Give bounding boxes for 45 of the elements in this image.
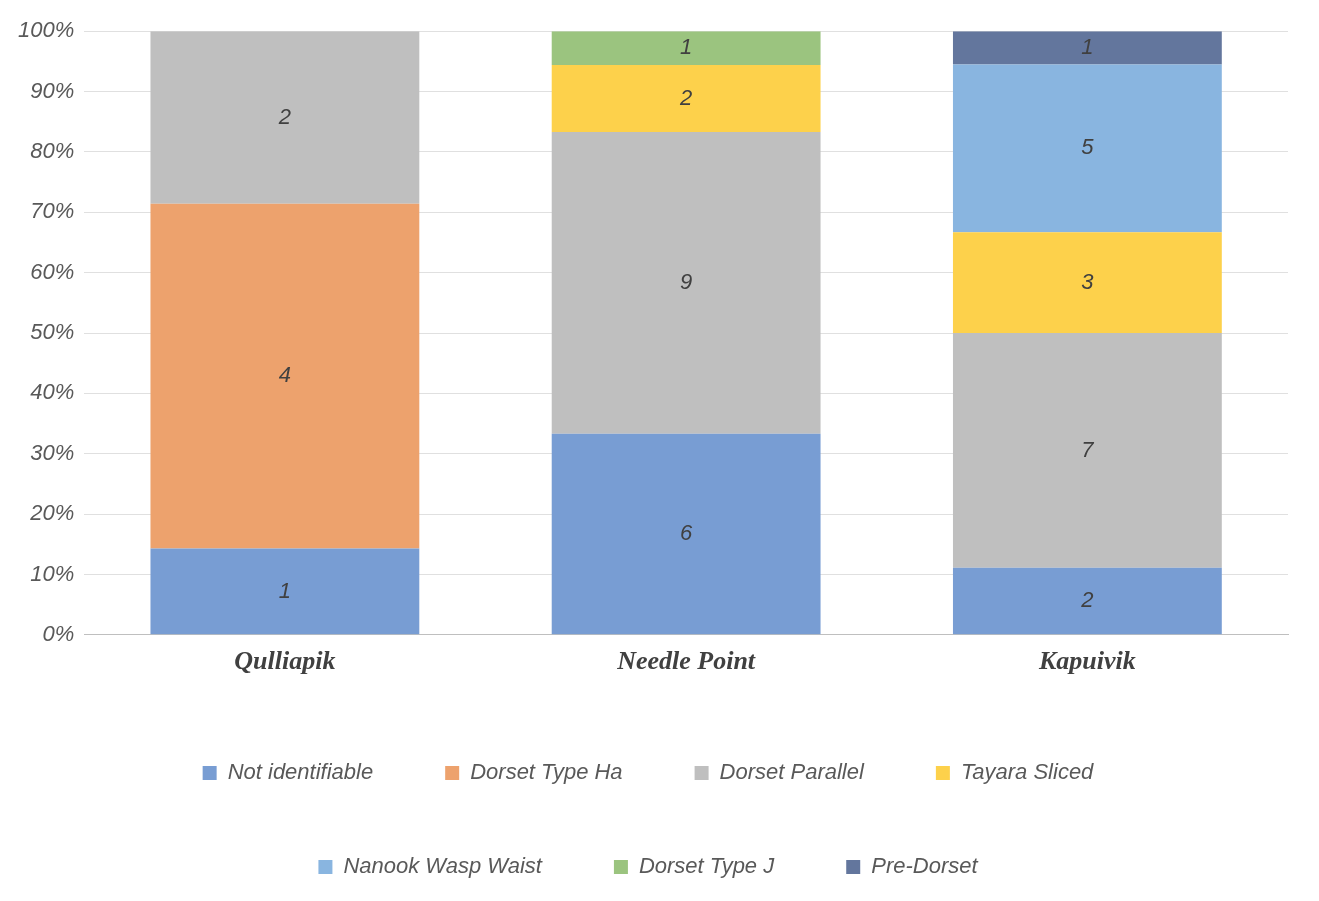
bar — [150, 31, 420, 204]
x-tick-label: Kapuivik — [1037, 646, 1136, 676]
legend-label: Dorset Parallel — [719, 759, 865, 785]
bar — [150, 548, 420, 635]
annotation: 3 — [1081, 268, 1095, 294]
annotation: 9 — [680, 269, 693, 295]
legend-label: Nanook Wasp Waist — [343, 853, 543, 879]
y-tick-label: 10% — [30, 560, 75, 586]
bar — [952, 31, 1222, 65]
bar — [551, 65, 821, 132]
y-tick-label: 90% — [30, 77, 75, 103]
annotation: 2 — [679, 84, 693, 110]
annotation: 1 — [680, 34, 693, 60]
y-tick-label: 20% — [29, 500, 75, 526]
annotation: 2 — [1080, 587, 1094, 613]
annotation: 5 — [1081, 134, 1095, 160]
legend-label: Dorset Type J — [638, 853, 776, 879]
annotation: 1 — [1081, 33, 1094, 59]
bar — [551, 433, 821, 635]
annotation: 4 — [278, 362, 292, 388]
annotation: 7 — [1081, 436, 1095, 462]
bar — [952, 64, 1222, 233]
y-tick-label: 0% — [42, 620, 75, 646]
y-tick-label: 40% — [30, 379, 75, 405]
legend-label: Not identifiable — [227, 759, 374, 785]
y-tick-label: 60% — [30, 258, 75, 284]
bar — [150, 203, 420, 549]
annotation: 2 — [277, 103, 292, 129]
annotation: 1 — [278, 577, 292, 603]
legend-label: Pre-Dorset — [871, 853, 979, 879]
bar — [952, 567, 1222, 635]
y-tick-label: 30% — [30, 439, 75, 465]
y-tick-label: 80% — [30, 138, 75, 164]
bar — [551, 132, 821, 434]
y-tick-label: 70% — [30, 198, 75, 224]
legend-label: Dorset Type Ha — [470, 759, 623, 785]
y-tick-label: 50% — [30, 319, 75, 345]
legend-label: Tayara Sliced — [960, 759, 1095, 785]
annotation: 6 — [680, 520, 694, 546]
x-tick-label: Needle Point — [616, 646, 756, 676]
bar — [551, 31, 821, 65]
x-tick-label: Qulliapik — [234, 646, 336, 676]
y-tick-label: 100% — [17, 17, 75, 43]
bar — [952, 232, 1222, 333]
bar — [952, 333, 1222, 568]
